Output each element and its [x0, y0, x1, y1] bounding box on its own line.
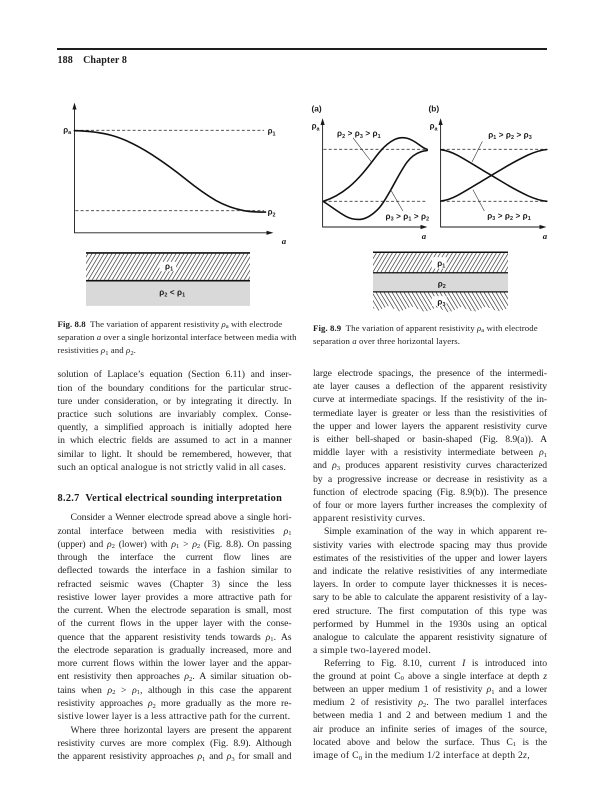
svg-text:(a): (a): [312, 104, 322, 114]
svg-text:a: a: [422, 231, 427, 241]
svg-text:ρ2: ρ2: [268, 208, 276, 219]
svg-text:ρa: ρa: [430, 122, 439, 133]
svg-text:ρ1: ρ1: [268, 127, 276, 138]
svg-text:ρ3 > ρ1 > ρ2: ρ3 > ρ1 > ρ2: [386, 212, 430, 223]
svg-text:a: a: [543, 231, 548, 241]
svg-text:ρa: ρa: [312, 122, 321, 133]
svg-text:ρ3 > ρ2 > ρ1: ρ3 > ρ2 > ρ1: [487, 212, 531, 223]
svg-text:ρ1 > ρ2 > ρ3: ρ1 > ρ2 > ρ3: [488, 131, 532, 142]
svg-text:ρ1: ρ1: [437, 259, 445, 270]
svg-text:ρa: ρa: [63, 125, 72, 136]
svg-text:ρ2: ρ2: [438, 280, 446, 291]
svg-text:ρ3: ρ3: [437, 297, 445, 308]
svg-text:ρ2 < ρ1: ρ2 < ρ1: [159, 288, 185, 299]
svg-text:ρ1: ρ1: [165, 262, 173, 273]
svg-text:ρ2 > ρ3 > ρ1: ρ2 > ρ3 > ρ1: [337, 129, 381, 140]
svg-text:a: a: [282, 236, 287, 246]
svg-text:(b): (b): [429, 104, 440, 114]
